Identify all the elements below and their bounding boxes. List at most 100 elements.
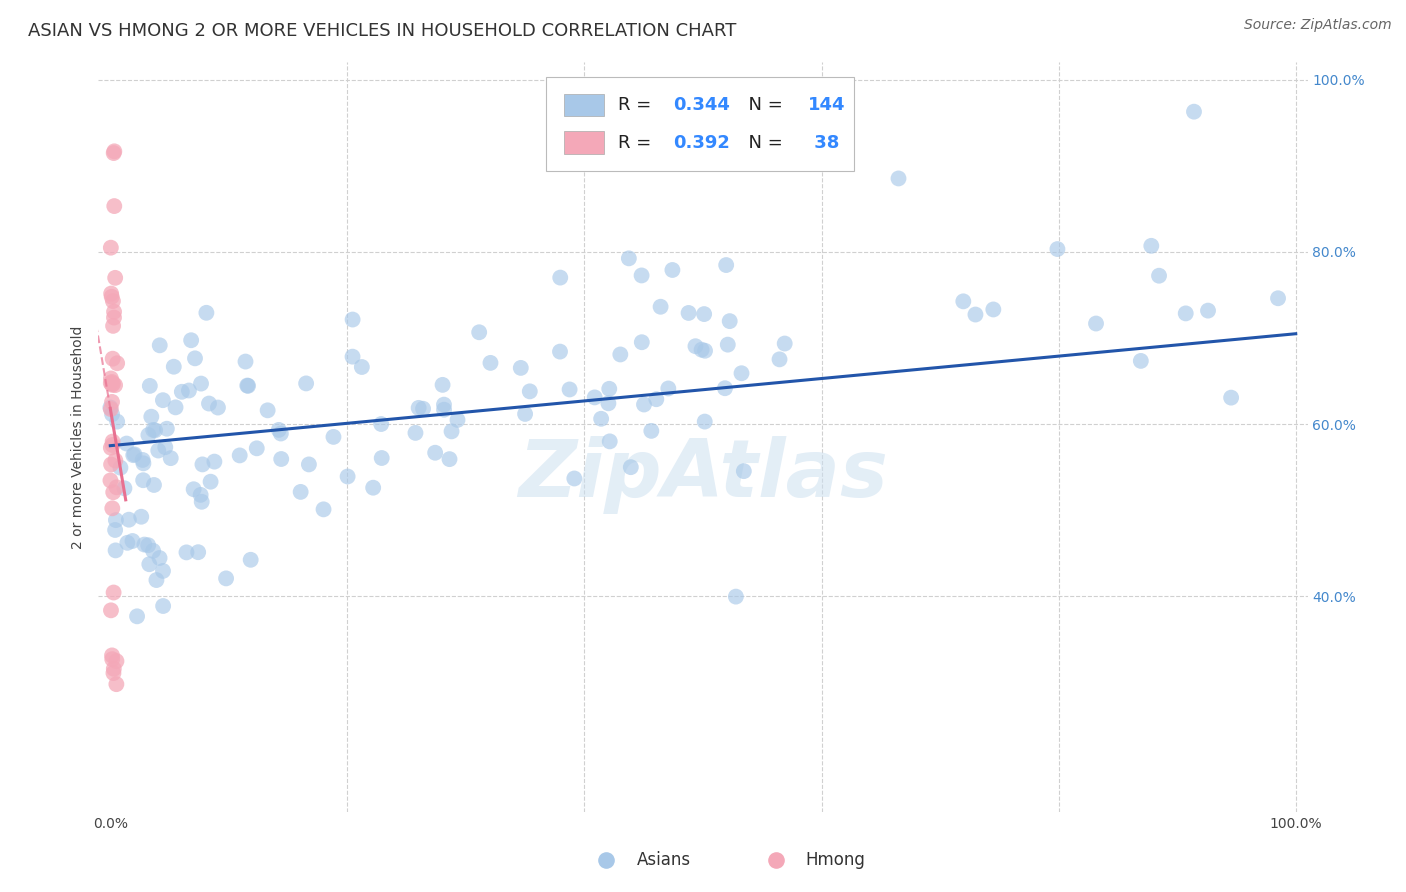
Point — [433, 402, 456, 417]
Point — [110, 460, 132, 475]
Point — [143, 423, 166, 437]
Point — [100, 371, 122, 385]
Point — [239, 553, 262, 567]
Point — [118, 513, 141, 527]
Point — [887, 171, 910, 186]
Point — [412, 401, 434, 416]
Text: N =: N = — [737, 96, 789, 114]
Point — [509, 360, 531, 375]
Point — [773, 336, 796, 351]
Point — [105, 415, 128, 429]
Point — [650, 300, 672, 314]
Text: Hmong: Hmong — [806, 852, 866, 870]
Point — [630, 335, 652, 350]
Point — [101, 377, 124, 392]
Point — [1220, 391, 1243, 405]
Text: R =: R = — [619, 96, 658, 114]
Text: 144: 144 — [808, 96, 845, 114]
Point — [138, 558, 160, 572]
Point — [101, 375, 124, 389]
Point — [103, 485, 125, 500]
Point — [115, 436, 138, 450]
Point — [270, 452, 292, 467]
Point — [138, 428, 160, 442]
Text: ZipAtlas: ZipAtlas — [517, 435, 889, 514]
Point — [112, 481, 135, 495]
Point — [103, 304, 125, 318]
Point — [236, 379, 259, 393]
Point — [312, 502, 335, 516]
Point — [562, 471, 585, 485]
Point — [141, 409, 163, 424]
Text: 0.392: 0.392 — [672, 134, 730, 152]
Point — [101, 318, 124, 333]
Point — [143, 478, 166, 492]
Point — [198, 396, 221, 410]
Text: R =: R = — [619, 134, 658, 152]
Point — [152, 564, 174, 578]
Point — [103, 145, 125, 159]
Point — [122, 448, 145, 462]
Point — [207, 401, 229, 415]
Text: 0.344: 0.344 — [672, 96, 730, 114]
Point — [733, 464, 755, 478]
Point — [152, 599, 174, 613]
Point — [121, 534, 143, 549]
Point — [101, 351, 124, 366]
Point — [228, 449, 250, 463]
Point — [519, 384, 541, 399]
Text: ASIAN VS HMONG 2 OR MORE VEHICLES IN HOUSEHOLD CORRELATION CHART: ASIAN VS HMONG 2 OR MORE VEHICLES IN HOU… — [28, 22, 737, 40]
Point — [591, 411, 613, 425]
Point — [152, 393, 174, 408]
Point — [446, 413, 468, 427]
Point — [103, 199, 125, 213]
Point — [361, 481, 384, 495]
Point — [148, 551, 170, 566]
Point — [124, 447, 146, 461]
Point — [170, 384, 193, 399]
Point — [617, 252, 640, 266]
Point — [768, 352, 790, 367]
Point — [145, 573, 167, 587]
Point — [165, 401, 187, 415]
Point — [620, 460, 643, 475]
Point — [678, 306, 700, 320]
Point — [101, 407, 124, 421]
Point — [191, 458, 214, 472]
Point — [295, 376, 318, 391]
Point — [235, 354, 257, 368]
Point — [101, 438, 124, 452]
Point — [267, 423, 290, 437]
Point — [101, 652, 124, 666]
Point — [981, 302, 1004, 317]
Point — [598, 382, 620, 396]
Point — [105, 677, 128, 691]
Point — [298, 458, 321, 472]
Point — [425, 446, 447, 460]
Point — [100, 474, 122, 488]
Point — [342, 350, 364, 364]
Point — [129, 509, 152, 524]
Text: 38: 38 — [808, 134, 839, 152]
Point — [104, 453, 127, 467]
Y-axis label: 2 or more Vehicles in Household: 2 or more Vehicles in Household — [72, 326, 86, 549]
Text: N =: N = — [737, 134, 789, 152]
Point — [322, 430, 344, 444]
Point — [336, 469, 359, 483]
Point — [148, 443, 170, 458]
Point — [180, 333, 202, 347]
Point — [195, 306, 218, 320]
Point — [717, 337, 740, 351]
Point — [730, 366, 752, 380]
Point — [1129, 354, 1152, 368]
Point — [100, 286, 122, 301]
Point — [134, 538, 156, 552]
Point — [104, 513, 127, 527]
Point — [609, 347, 631, 361]
Point — [1085, 317, 1108, 331]
Point — [142, 543, 165, 558]
Point — [100, 401, 122, 415]
Point — [100, 241, 122, 255]
Point — [155, 440, 177, 454]
Point — [718, 314, 741, 328]
